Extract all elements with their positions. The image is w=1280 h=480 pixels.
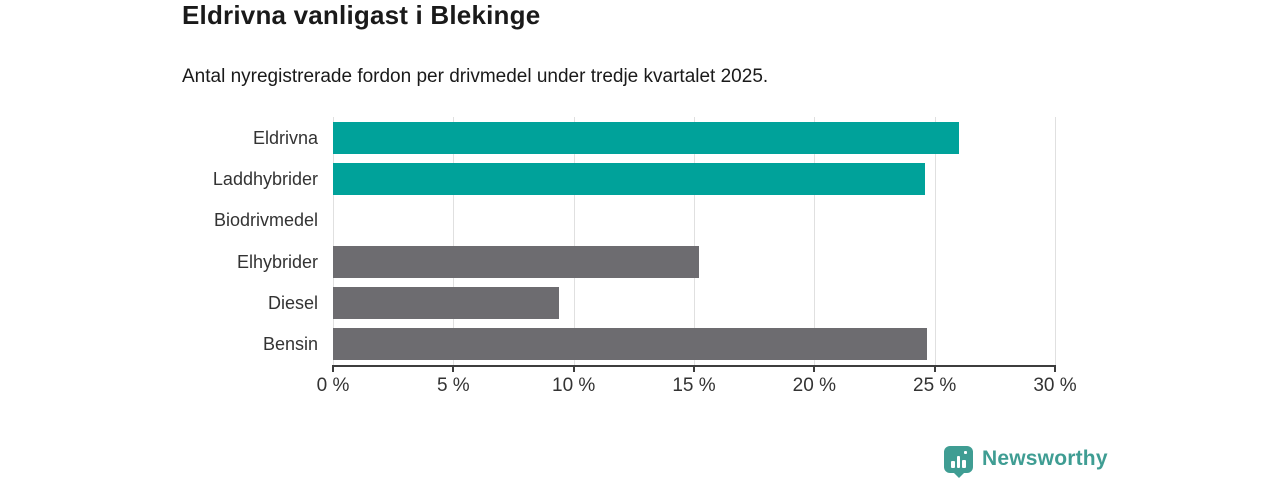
tick-label: 5 % [436,375,470,396]
newsworthy-wordmark: Newsworthy [982,447,1108,470]
gridline [453,117,455,365]
bar-row: Elhybrider [237,241,1055,282]
tick-mark [933,365,936,372]
gridline [1055,117,1056,365]
gridline [934,117,936,365]
tick-label: 20 % [792,375,836,396]
category-label: Diesel [267,292,318,313]
bar-row: Diesel [268,282,1055,323]
bar-laddhybrider [333,162,926,195]
gridline [573,117,575,365]
category-label: Elhybrider [236,251,318,272]
gridline [814,117,816,365]
bar-row: Biodrivmedel [214,200,1055,241]
tick-mark [572,365,575,372]
tick-mark [1054,365,1056,372]
tick-mark [452,365,455,372]
bar-elhybrider [333,245,699,278]
category-label: Biodrivmedel [213,210,318,231]
tick-mark [693,365,695,372]
gridline [333,117,334,365]
chart-subtitle: Antal nyregistrerade fordon per drivmede… [182,66,769,87]
tick-mark [332,365,334,372]
bar-row: Eldrivna [253,117,1055,158]
chart-title: Eldrivna vanligast i Blekinge [182,0,541,30]
gridline [694,117,695,365]
category-label: Laddhybrider [212,168,318,189]
bar-row: Laddhybrider [213,158,1055,199]
bar-bensin [333,328,928,361]
category-label: Bensin [262,334,318,355]
tick-label: 0 % [316,375,350,396]
bar-row: Bensin [263,324,1055,365]
tick-mark [813,365,816,372]
tick-label: 25 % [913,375,957,396]
tick-label: 30 % [1033,375,1077,396]
bar-chart-plot-area: Eldrivna Laddhybrider Biodrivmedel Elhybrid… [213,117,1077,396]
category-label: Eldrivna [252,127,318,148]
bar-eldrivna [333,121,959,154]
tick-label: 15 % [672,375,716,396]
bar-chart-speech-bubble-icon [944,445,973,473]
newsworthy-logo: Newsworthy [944,445,1108,473]
tick-label: 10 % [552,375,596,396]
bar-diesel [333,286,560,319]
